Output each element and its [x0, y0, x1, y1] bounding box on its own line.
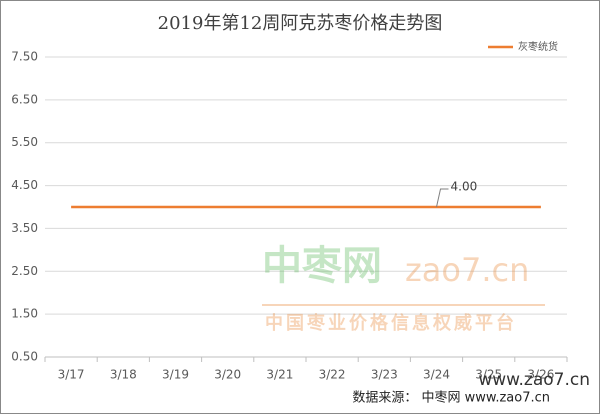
- source: 数据来源： 中枣网 www.zao7.cn: [352, 391, 550, 406]
- y-tick-label: 2.50: [11, 264, 38, 278]
- data-label: 4.00: [451, 180, 478, 194]
- watermark: 中枣网 zao7.cn 中国枣业价格信息权威平台: [262, 243, 545, 334]
- x-tick-label: 3/25: [475, 368, 502, 382]
- y-tick-label: 3.50: [11, 221, 38, 235]
- x-tick-label: 3/26: [527, 368, 554, 382]
- y-tick-label: 0.50: [11, 350, 38, 364]
- x-tick-label: 3/23: [371, 368, 398, 382]
- x-tick-label: 3/21: [266, 368, 293, 382]
- watermark-slogan: 中国枣业价格信息权威平台: [265, 312, 517, 334]
- leader-line: [436, 188, 449, 208]
- y-tick-label: 7.50: [11, 50, 38, 64]
- x-tick-label: 3/22: [319, 368, 346, 382]
- y-tick-label: 1.50: [11, 307, 38, 321]
- x-tick-label: 3/20: [214, 368, 241, 382]
- x-tick-label: 3/24: [423, 368, 450, 382]
- legend-label: 灰枣统货: [518, 40, 558, 53]
- watermark-logo: 中枣网: [262, 243, 382, 289]
- x-tick-label: 3/18: [110, 368, 137, 382]
- y-tick-label: 4.50: [11, 178, 38, 192]
- x-tick-label: 3/19: [162, 368, 189, 382]
- x-tick-label: 3/17: [58, 368, 85, 382]
- y-tick-label: 5.50: [11, 135, 38, 149]
- watermark-domain: zao7.cn: [405, 251, 529, 289]
- chart-title: 2019年第12周阿克苏枣价格走势图: [158, 13, 443, 34]
- watermark-url: www.zao7.cn: [478, 370, 590, 390]
- y-tick-label: 6.50: [11, 92, 38, 106]
